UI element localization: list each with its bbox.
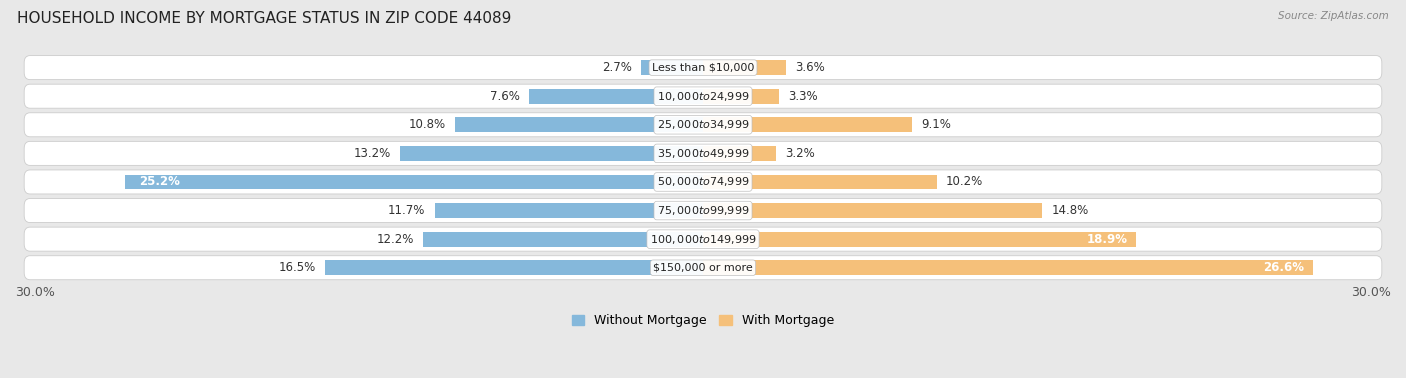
Text: 11.7%: 11.7% (388, 204, 426, 217)
Bar (641, 60, 703, 75)
Text: Less than $10,000: Less than $10,000 (652, 63, 754, 73)
Text: 13.2%: 13.2% (354, 147, 391, 160)
Text: 16.5%: 16.5% (278, 261, 315, 274)
FancyBboxPatch shape (24, 141, 1382, 166)
Bar (703, 175, 936, 189)
Text: 26.6%: 26.6% (1263, 261, 1303, 274)
Text: 30.0%: 30.0% (15, 286, 55, 299)
Text: $25,000 to $34,999: $25,000 to $34,999 (657, 118, 749, 131)
Text: 7.6%: 7.6% (489, 90, 520, 103)
Bar (423, 232, 703, 246)
FancyBboxPatch shape (24, 113, 1382, 137)
Text: 3.6%: 3.6% (794, 61, 824, 74)
Text: $100,000 to $149,999: $100,000 to $149,999 (650, 232, 756, 246)
Bar (434, 203, 703, 218)
Text: 25.2%: 25.2% (139, 175, 180, 189)
Text: Source: ZipAtlas.com: Source: ZipAtlas.com (1278, 11, 1389, 21)
Bar (703, 260, 1313, 275)
Text: 2.7%: 2.7% (602, 61, 631, 74)
Bar (703, 146, 776, 161)
Bar (703, 203, 1042, 218)
Text: 9.1%: 9.1% (921, 118, 950, 131)
FancyBboxPatch shape (24, 256, 1382, 280)
Bar (703, 60, 786, 75)
Legend: Without Mortgage, With Mortgage: Without Mortgage, With Mortgage (567, 309, 839, 332)
Bar (401, 146, 703, 161)
FancyBboxPatch shape (24, 170, 1382, 194)
Text: $75,000 to $99,999: $75,000 to $99,999 (657, 204, 749, 217)
Text: $50,000 to $74,999: $50,000 to $74,999 (657, 175, 749, 189)
Bar (456, 117, 703, 132)
Text: 18.9%: 18.9% (1087, 232, 1128, 246)
Text: 3.2%: 3.2% (786, 147, 815, 160)
Text: 10.2%: 10.2% (946, 175, 983, 189)
Text: 14.8%: 14.8% (1052, 204, 1088, 217)
FancyBboxPatch shape (24, 227, 1382, 251)
Text: 10.8%: 10.8% (409, 118, 446, 131)
Text: 12.2%: 12.2% (377, 232, 413, 246)
Bar (703, 117, 911, 132)
Bar (529, 89, 703, 104)
Text: $35,000 to $49,999: $35,000 to $49,999 (657, 147, 749, 160)
Text: $10,000 to $24,999: $10,000 to $24,999 (657, 90, 749, 103)
Text: HOUSEHOLD INCOME BY MORTGAGE STATUS IN ZIP CODE 44089: HOUSEHOLD INCOME BY MORTGAGE STATUS IN Z… (17, 11, 512, 26)
Text: 30.0%: 30.0% (1351, 286, 1391, 299)
Bar (325, 260, 703, 275)
FancyBboxPatch shape (24, 84, 1382, 108)
FancyBboxPatch shape (24, 56, 1382, 80)
Bar (125, 175, 703, 189)
Text: $150,000 or more: $150,000 or more (654, 263, 752, 273)
Bar (703, 89, 779, 104)
Bar (703, 232, 1136, 246)
FancyBboxPatch shape (24, 198, 1382, 223)
Text: 3.3%: 3.3% (787, 90, 817, 103)
